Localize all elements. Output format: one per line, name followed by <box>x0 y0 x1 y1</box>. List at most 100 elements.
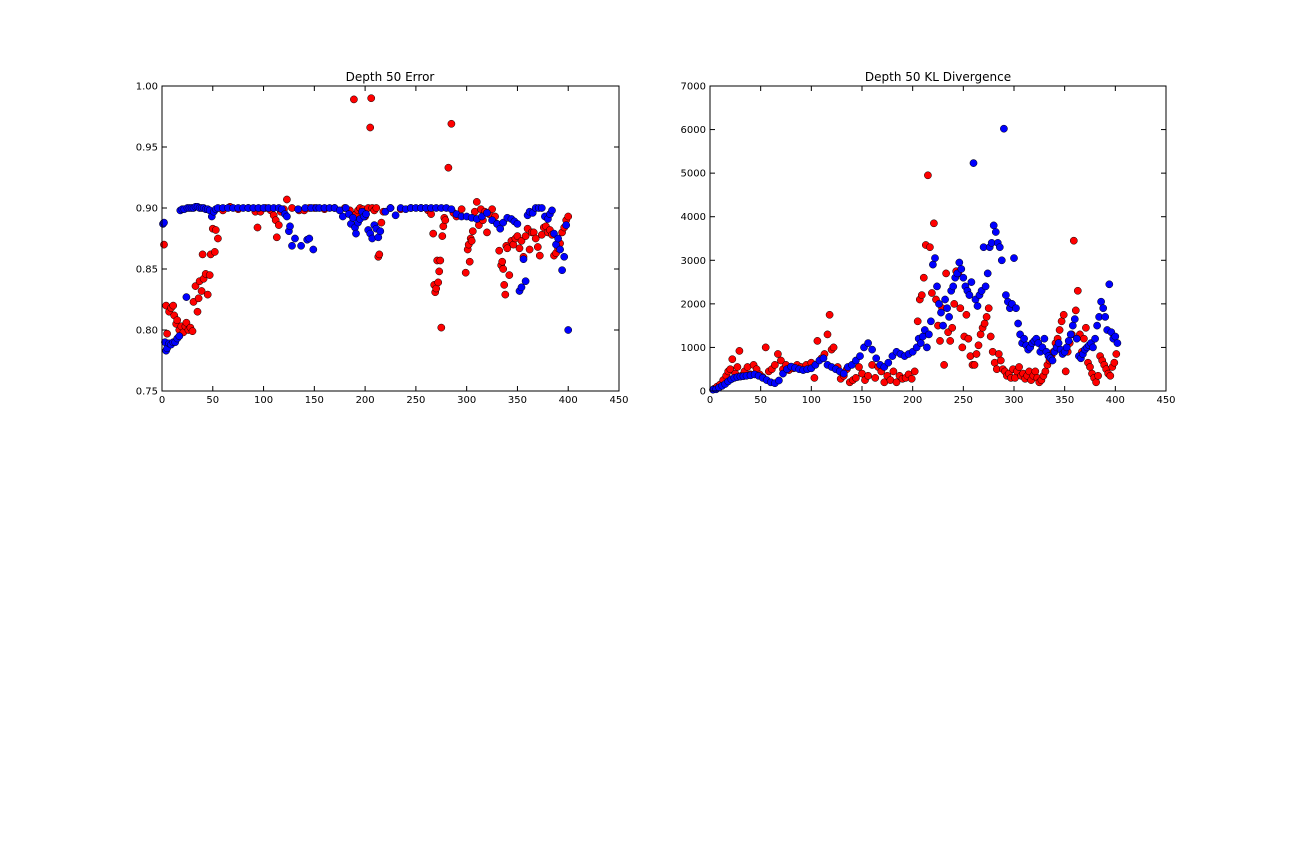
point-s0-34 <box>813 337 822 345</box>
point-s0-23 <box>198 250 207 259</box>
point-s0-120 <box>500 281 509 289</box>
point-s1-95 <box>997 256 1006 265</box>
point-s1-42 <box>868 345 876 354</box>
point-s1-30 <box>819 354 828 363</box>
point-s1-128 <box>1064 337 1073 345</box>
point-s1-41 <box>864 339 872 347</box>
x-tick-label: 50 <box>754 395 767 406</box>
x-tick-label: 250 <box>406 395 425 406</box>
point-s0-22 <box>771 361 779 369</box>
point-s0-20 <box>194 294 203 303</box>
x-tick-label: 250 <box>954 395 973 406</box>
point-s0-88 <box>956 304 965 313</box>
point-s1-131 <box>1070 315 1079 323</box>
point-s0-123 <box>503 244 512 253</box>
point-s1-60 <box>927 317 935 326</box>
x-tick-label: 150 <box>852 395 871 406</box>
point-s0-0 <box>160 240 168 249</box>
point-s1-80 <box>967 278 976 286</box>
point-s1-67 <box>941 295 949 304</box>
point-s0-144 <box>1069 236 1078 245</box>
y-tick-label: 0.95 <box>136 143 158 154</box>
error-chart-title: Depth 50 Error <box>346 70 435 84</box>
point-s0-140 <box>1061 367 1070 376</box>
point-s0-48 <box>283 195 291 204</box>
point-s1-129 <box>558 266 566 275</box>
y-tick-label: 0 <box>700 387 706 398</box>
point-s1-130 <box>560 252 569 261</box>
point-s1-142 <box>1093 321 1101 330</box>
point-s1-96 <box>1000 124 1008 133</box>
point-s0-9 <box>733 363 742 371</box>
point-s0-117 <box>1015 363 1023 371</box>
point-s1-56 <box>309 245 318 254</box>
point-s0-125 <box>1031 367 1040 376</box>
point-s0-16 <box>188 327 197 336</box>
point-s1-152 <box>1113 339 1122 347</box>
point-s0-94 <box>447 119 456 128</box>
point-s0-27 <box>205 271 214 279</box>
point-s1-61 <box>929 260 937 269</box>
point-s0-102 <box>984 304 993 313</box>
point-s0-58 <box>350 95 358 104</box>
point-s0-7 <box>728 355 737 364</box>
point-s0-97 <box>974 341 983 350</box>
point-s0-38 <box>825 310 834 319</box>
point-s0-74 <box>928 289 936 297</box>
point-s1-74 <box>362 210 370 218</box>
point-s1-113 <box>519 255 528 264</box>
point-s1-105 <box>496 224 505 233</box>
point-s1-116 <box>1040 334 1049 343</box>
y-tick-label: 0.80 <box>136 326 158 337</box>
point-s0-33 <box>810 374 819 382</box>
point-s1-102 <box>1012 304 1020 313</box>
point-s0-81 <box>942 269 950 278</box>
point-s0-138 <box>533 243 542 251</box>
point-s1-128 <box>556 245 564 254</box>
point-s1-50 <box>294 205 302 214</box>
point-s1-59 <box>925 330 933 339</box>
point-s1-1 <box>160 218 168 227</box>
point-s0-65 <box>907 374 916 383</box>
point-s1-146 <box>1101 313 1110 321</box>
point-s1-47 <box>286 222 294 231</box>
point-s0-85 <box>434 278 443 287</box>
x-tick-label: 450 <box>609 395 628 406</box>
point-s1-148 <box>1105 280 1114 289</box>
y-tick-label: 0.85 <box>136 265 158 276</box>
point-s1-129 <box>1066 330 1075 339</box>
point-s1-132 <box>564 326 573 334</box>
point-s1-64 <box>341 204 350 212</box>
point-s0-139 <box>535 251 544 260</box>
point-s0-51 <box>864 371 872 380</box>
point-s0-65 <box>366 123 375 132</box>
point-s1-64 <box>935 300 943 308</box>
point-s0-86 <box>435 267 444 276</box>
point-s0-91 <box>962 310 971 319</box>
point-s1-14 <box>182 293 191 301</box>
point-s1-112 <box>517 283 526 292</box>
point-s1-43 <box>872 354 881 363</box>
point-s0-119 <box>499 265 508 273</box>
point-s1-145 <box>1099 304 1108 313</box>
point-s1-95 <box>447 205 456 214</box>
point-s0-80 <box>940 361 948 369</box>
point-s1-45 <box>283 212 291 221</box>
point-s0-23 <box>774 350 782 358</box>
point-s1-48 <box>288 241 296 250</box>
point-s0-26 <box>203 290 212 299</box>
point-s1-51 <box>297 241 305 250</box>
kl-divergence-chart: Depth 50 KL Divergence 0 50 100 150 200 250 30… <box>681 70 1176 406</box>
point-s0-80 <box>429 229 438 238</box>
point-s1-58 <box>923 343 931 352</box>
point-s0-66 <box>367 94 376 103</box>
point-s0-96 <box>972 350 981 358</box>
point-s0-72 <box>377 218 386 227</box>
point-s0-137 <box>531 234 540 243</box>
point-s1-97 <box>1002 291 1010 299</box>
y-tick-label: 6000 <box>681 125 706 136</box>
point-s0-72 <box>924 171 932 180</box>
point-s0-137 <box>1055 326 1064 334</box>
point-s1-65 <box>937 308 945 317</box>
